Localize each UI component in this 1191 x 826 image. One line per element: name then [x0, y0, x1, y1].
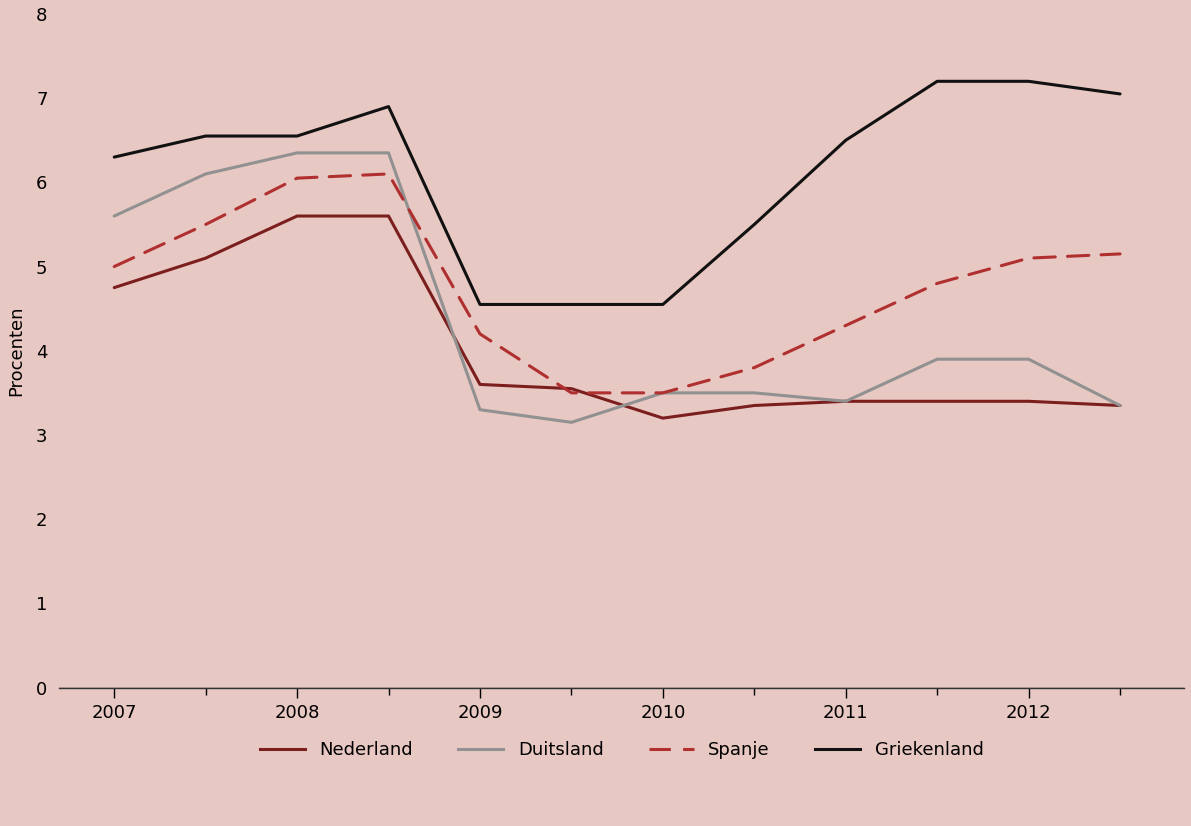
Legend: Nederland, Duitsland, Spanje, Griekenland: Nederland, Duitsland, Spanje, Griekenlan…: [252, 733, 991, 767]
Y-axis label: Procenten: Procenten: [7, 306, 25, 396]
